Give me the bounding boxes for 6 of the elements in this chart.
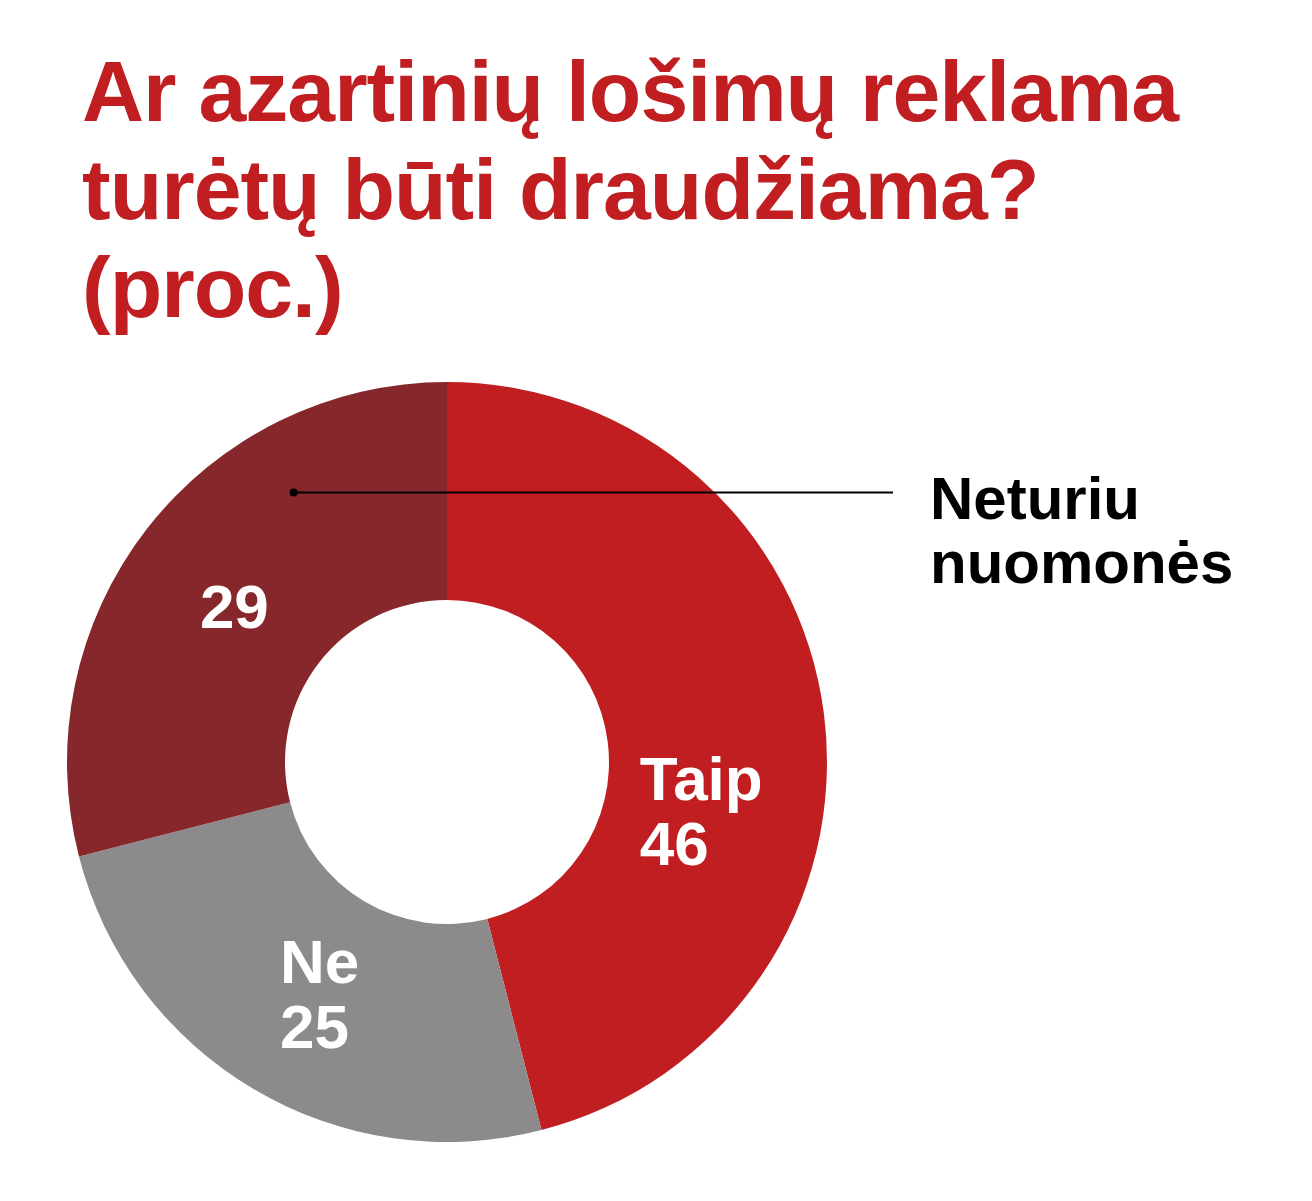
slice-label: Neturiu nuomonės [930,464,1234,596]
data-label: 29 [199,571,269,641]
donut-slice [67,382,447,857]
donut-slice [447,382,827,1131]
chart-title: Ar azartinių lošimų reklama turėtų būti draudžiama? (proc.) [82,42,1181,336]
donut-slice [78,802,542,1142]
